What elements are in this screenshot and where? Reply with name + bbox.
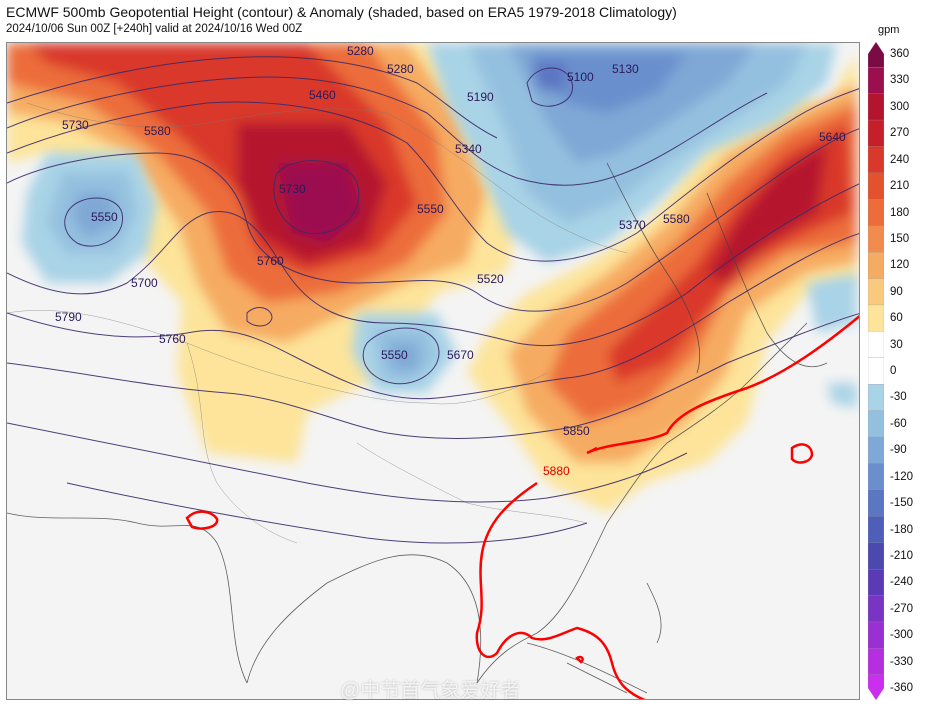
- chart-title: ECMWF 500mb Geopotential Height (contour…: [6, 4, 677, 20]
- colorbar-tick-label: -270: [890, 602, 914, 615]
- colorbar-segment: [868, 93, 884, 121]
- colorbar-tick-label: 210: [890, 180, 910, 193]
- contour-label: 5700: [131, 276, 158, 290]
- contour-label: 5640: [819, 130, 846, 144]
- colorbar-tick-label: 360: [890, 48, 910, 60]
- colorbar-segment: [868, 489, 884, 517]
- colorbar-segment: [868, 621, 884, 650]
- colorbar-tick-label: -300: [890, 629, 914, 642]
- weather-map: 5280 5280 5460 5340 5190 5100 5130 5730 …: [6, 42, 860, 700]
- colorbar-segment: [868, 199, 884, 227]
- colorbar-tick-label: -210: [890, 549, 914, 562]
- watermark-text: @中节首气象爱好者: [340, 680, 521, 702]
- contour-label: 5130: [612, 62, 639, 76]
- contour-label: 5580: [663, 212, 690, 226]
- colorbar-tick-label: -120: [890, 470, 914, 483]
- colorbar-tick-label: -180: [890, 523, 914, 536]
- colorbar-segment: [868, 410, 884, 438]
- colorbar-tick-label: -60: [890, 417, 907, 430]
- contour-label: 5760: [257, 254, 284, 268]
- contour-label: 5370: [619, 218, 646, 232]
- colorbar-tick-label: 240: [890, 153, 910, 166]
- map-canvas: 5280 5280 5460 5340 5190 5100 5130 5730 …: [7, 43, 859, 699]
- colorbar-segment: [868, 42, 884, 68]
- contour-label: 5670: [447, 348, 474, 362]
- colorbar-tick-label: 0: [890, 365, 897, 377]
- contour-label: 5790: [55, 310, 82, 324]
- contour-label: 5520: [477, 272, 504, 286]
- colorbar-segment: [868, 331, 884, 359]
- contour-label: 5880: [543, 464, 570, 478]
- coastlines: [7, 162, 828, 694]
- colorbar-tick-label: 270: [890, 127, 910, 140]
- colorbar-segment: [868, 463, 884, 491]
- colorbar-segment: [868, 674, 884, 700]
- contour-labels: 5280 5280 5460 5340 5190 5100 5130 5730 …: [55, 44, 846, 478]
- country-borders: [7, 102, 628, 544]
- contour-label: 5730: [279, 182, 306, 196]
- colorbar-tick-label: 90: [890, 285, 903, 298]
- colorbar-tick-label: -150: [890, 497, 914, 510]
- colorbar-tick-label: 60: [890, 312, 903, 325]
- colorbar-tick-label: 180: [890, 206, 910, 219]
- colorbar-segment: [868, 172, 884, 200]
- contour-label: 5280: [347, 44, 374, 58]
- colorbar-tick-label: -330: [890, 655, 914, 668]
- colorbar-segment: [868, 251, 884, 280]
- contour-label: 5190: [467, 90, 494, 104]
- contour-label: 5340: [455, 142, 482, 156]
- colorbar-segment: [868, 225, 884, 253]
- colorbar-tick-label: -240: [890, 576, 914, 589]
- colorbar-segment: [868, 595, 884, 623]
- negative-anomaly-shading: [22, 43, 857, 408]
- colorbar-segment: [868, 542, 884, 570]
- colorbar-tick-label: -90: [890, 444, 907, 457]
- colorbar-unit: gpm: [878, 24, 900, 36]
- contour-label: 5580: [144, 124, 171, 138]
- colorbar-tick-label: -360: [890, 682, 914, 694]
- colorbar: [868, 42, 884, 700]
- colorbar-tick-label: 150: [890, 232, 910, 245]
- colorbar-tick-label: -30: [890, 391, 907, 404]
- colorbar-segment: [868, 384, 884, 412]
- height-contours: [7, 56, 859, 544]
- colorbar-segment: [868, 278, 884, 306]
- contour-label: 5730: [62, 118, 89, 132]
- colorbar-segments: [868, 42, 884, 700]
- colorbar-segment: [868, 119, 884, 148]
- chart-subtitle: 2024/10/06 Sun 00Z [+240h] valid at 2024…: [6, 23, 303, 35]
- contour-label: 5280: [387, 62, 414, 76]
- contour-label: 5850: [563, 424, 590, 438]
- colorbar-segment: [868, 357, 884, 385]
- contour-label: 5550: [417, 202, 444, 216]
- colorbar-segment: [868, 67, 884, 95]
- contour-label: 5100: [567, 70, 594, 84]
- colorbar-segment: [868, 516, 884, 544]
- colorbar-segment: [868, 146, 884, 174]
- colorbar-segment: [868, 648, 884, 676]
- colorbar-tick-label: 30: [890, 338, 903, 351]
- contour-label: 5460: [309, 88, 336, 102]
- positive-anomaly-shading: [7, 43, 857, 513]
- contour-label: 5550: [91, 210, 118, 224]
- colorbar-segment: [868, 304, 884, 333]
- colorbar-tick-label: 330: [890, 74, 910, 87]
- colorbar-segment: [868, 436, 884, 465]
- contour-label: 5760: [159, 332, 186, 346]
- colorbar-tick-label: 300: [890, 100, 910, 113]
- contour-5880-red: [185, 315, 859, 699]
- colorbar-segment: [868, 568, 884, 597]
- contour-label: 5550: [381, 348, 408, 362]
- colorbar-tick-label: 120: [890, 259, 910, 272]
